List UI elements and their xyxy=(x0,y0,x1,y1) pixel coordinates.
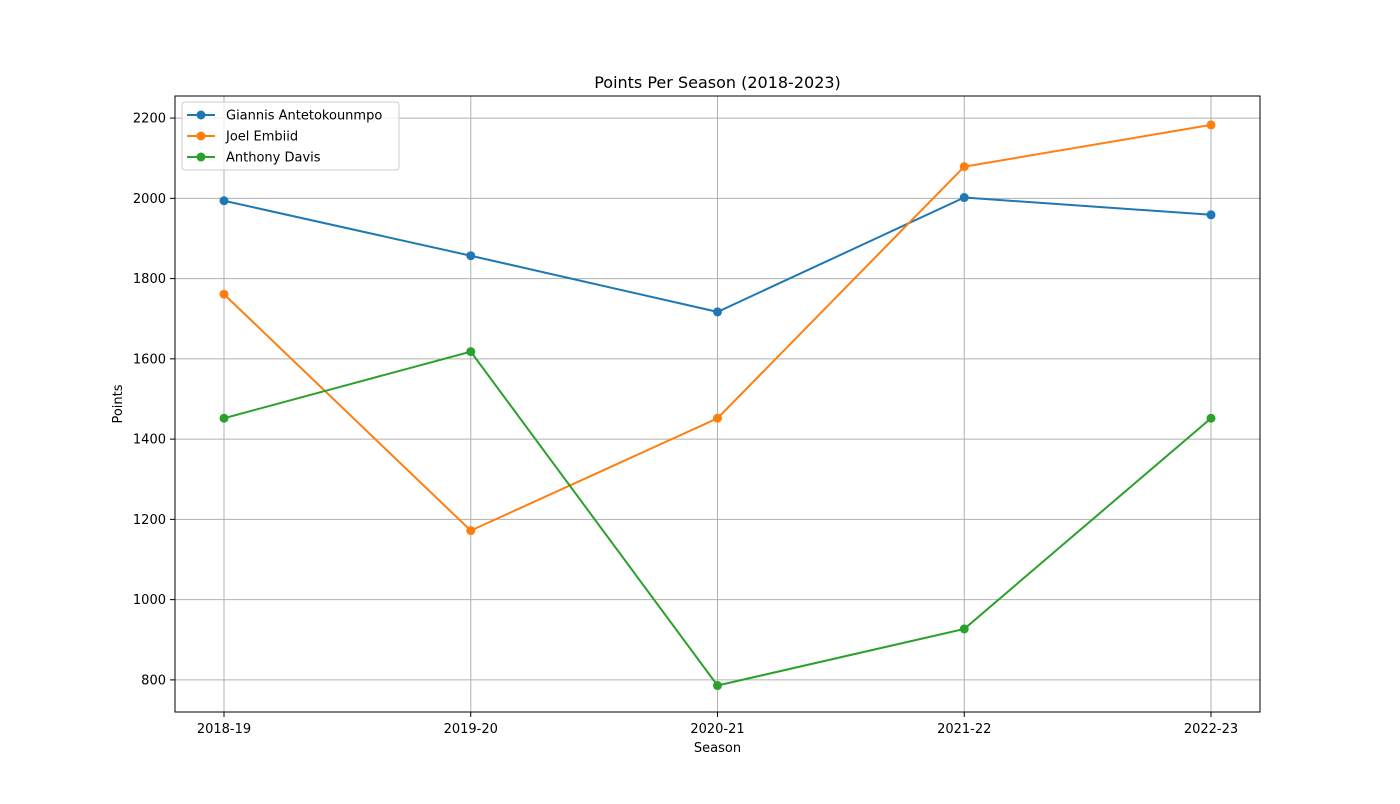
legend: Giannis Antetokounmpo Joel Embiid Anthony … xyxy=(181,101,400,171)
y-tick-label: 800 xyxy=(141,673,166,688)
series-layer xyxy=(219,120,1216,691)
x-tick-label: 2020-21 xyxy=(690,722,744,737)
legend-label-giannis-antetokounmpo: Giannis Antetokounmpo xyxy=(226,109,382,124)
data-point-joel-embiid xyxy=(219,289,229,299)
grid-layer xyxy=(175,96,1260,712)
data-point-anthony-davis xyxy=(959,624,969,634)
data-point-giannis-antetokounmpo xyxy=(1206,210,1216,220)
y-tick-label: 1400 xyxy=(133,433,166,448)
legend-marker-anthony-davis xyxy=(196,152,206,162)
y-tick-label: 2000 xyxy=(133,192,166,207)
x-tick-label: 2019-20 xyxy=(444,722,498,737)
legend-entries: Giannis Antetokounmpo Joel Embiid Anthony … xyxy=(187,109,382,166)
y-tick-label: 1200 xyxy=(133,513,166,528)
x-axis-label: Season xyxy=(694,741,741,756)
legend-marker-joel-embiid xyxy=(196,131,206,141)
data-point-anthony-davis xyxy=(219,413,229,423)
data-point-giannis-antetokounmpo xyxy=(713,307,722,317)
y-tick-label: 1000 xyxy=(133,593,166,608)
legend-marker-giannis-antetokounmpo xyxy=(196,110,206,120)
x-tick-label: 2022-23 xyxy=(1184,722,1238,737)
y-tick-label: 1800 xyxy=(133,272,166,287)
chart-title: Points Per Season (2018-2023) xyxy=(594,73,841,92)
x-tick-label: 2021-22 xyxy=(937,722,991,737)
y-axis-label: Points xyxy=(111,384,126,423)
data-point-joel-embiid xyxy=(1206,120,1216,130)
x-axis-ticks: 2018-19 2019-20 2020-21 2021-22 2022-23 xyxy=(197,712,1238,737)
data-point-joel-embiid xyxy=(713,413,722,423)
legend-label-anthony-davis: Anthony Davis xyxy=(226,151,321,166)
data-point-anthony-davis xyxy=(713,681,722,691)
data-point-anthony-davis xyxy=(466,347,476,357)
y-tick-label: 1600 xyxy=(133,352,166,367)
legend-box xyxy=(181,101,400,171)
data-point-giannis-antetokounmpo xyxy=(959,193,969,203)
data-point-joel-embiid xyxy=(466,526,476,536)
y-axis-ticks: 800 1000 1200 1400 1600 1800 2000 2200 xyxy=(133,112,175,688)
data-point-anthony-davis xyxy=(1206,413,1216,423)
data-point-giannis-antetokounmpo xyxy=(466,251,476,261)
legend-label-joel-embiid: Joel Embiid xyxy=(225,130,298,145)
y-tick-label: 2200 xyxy=(133,112,166,127)
data-point-giannis-antetokounmpo xyxy=(219,196,229,206)
data-point-joel-embiid xyxy=(959,162,969,172)
x-tick-label: 2018-19 xyxy=(197,722,251,737)
